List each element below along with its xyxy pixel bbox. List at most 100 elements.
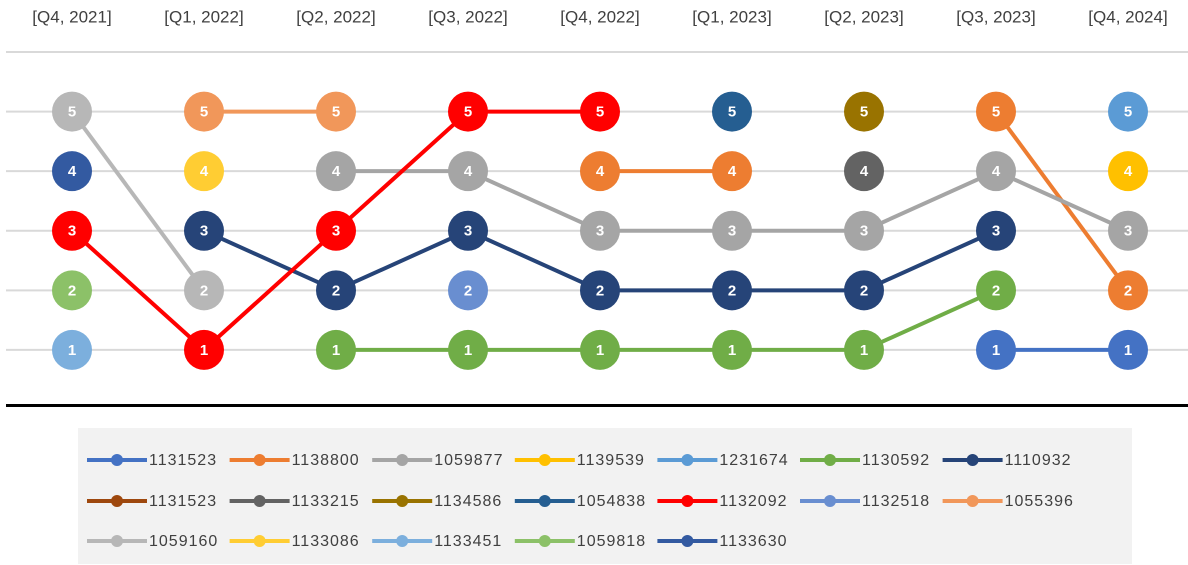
- x-tick-label: [Q4, 2024]: [1088, 7, 1167, 26]
- data-label: 3: [728, 223, 736, 240]
- marker: [1108, 151, 1148, 192]
- x-tick-label: [Q3, 2022]: [428, 7, 507, 26]
- data-label: 5: [860, 104, 868, 121]
- data-label: 4: [200, 163, 209, 180]
- marker: [1108, 329, 1148, 370]
- legend-label: 1133086: [292, 533, 360, 550]
- marker: [712, 91, 752, 132]
- marker: [976, 270, 1016, 311]
- marker: [712, 329, 752, 370]
- marker: [184, 210, 224, 251]
- marker: [976, 151, 1016, 192]
- data-label: 3: [464, 223, 472, 240]
- x-tick-label: [Q2, 2022]: [296, 7, 375, 26]
- data-label: 3: [200, 223, 208, 240]
- data-label: 1: [464, 342, 472, 359]
- data-label: 1: [992, 342, 1000, 359]
- data-label: 5: [200, 104, 208, 121]
- legend-marker: [966, 454, 979, 466]
- marker: [448, 329, 488, 370]
- legend-label: 1133630: [719, 533, 787, 550]
- marker: [316, 270, 356, 311]
- data-label: 1: [200, 342, 208, 359]
- legend-marker: [538, 454, 551, 466]
- marker: [184, 151, 224, 192]
- marker: [844, 151, 884, 192]
- data-label: 2: [992, 282, 1000, 299]
- x-tick-label: [Q1, 2023]: [692, 7, 771, 26]
- data-label: 4: [596, 163, 605, 180]
- marker: [316, 329, 356, 370]
- legend-label: 1132518: [862, 493, 930, 510]
- data-label: 5: [464, 104, 472, 121]
- data-label: 1: [68, 342, 76, 359]
- legend-label: 1133215: [292, 493, 360, 510]
- data-label: 4: [68, 163, 77, 180]
- data-label: 5: [68, 104, 76, 121]
- data-label: 1: [1124, 342, 1132, 359]
- marker: [184, 91, 224, 132]
- legend-marker: [681, 454, 694, 466]
- marker: [580, 329, 620, 370]
- data-label: 4: [728, 163, 737, 180]
- data-label: 1: [596, 342, 604, 359]
- marker: [712, 210, 752, 251]
- marker: [1108, 91, 1148, 132]
- x-tick-label: [Q3, 2023]: [956, 7, 1035, 26]
- marker: [844, 270, 884, 311]
- data-label: 3: [332, 223, 340, 240]
- data-label: 1: [860, 342, 868, 359]
- legend-label: 1139539: [577, 452, 645, 469]
- data-label: 1: [332, 342, 340, 359]
- legend-label: 1134586: [434, 493, 502, 510]
- marker: [976, 329, 1016, 370]
- x-tick-label: [Q1, 2022]: [164, 7, 243, 26]
- legend-label: 1055396: [1005, 493, 1074, 510]
- data-label: 2: [1124, 282, 1132, 299]
- marker: [844, 329, 884, 370]
- legend-label: 1059877: [434, 452, 503, 469]
- marker: [184, 270, 224, 311]
- legend: 1131523 1138800 1059877 1139539 1231674 11305…: [87, 452, 1074, 550]
- data-label: 4: [1124, 163, 1133, 180]
- legend-marker: [538, 495, 551, 507]
- marker: [316, 151, 356, 192]
- data-label: 3: [68, 223, 76, 240]
- marker: [712, 151, 752, 192]
- marker: [448, 91, 488, 132]
- marker: [448, 210, 488, 251]
- data-label: 4: [332, 163, 341, 180]
- data-label: 5: [332, 104, 340, 121]
- points: 1 1 4 4 5 2 4 4 3 3 3 4 3 4 5 1 1 1 1 1 2 3 2 3 2 2 2 3 4 5 5 3 1 3 5 5 2 5 5 5…: [52, 91, 1148, 370]
- marker: [52, 270, 92, 311]
- marker: [976, 210, 1016, 251]
- marker: [1108, 210, 1148, 251]
- legend-label: 1059818: [577, 533, 646, 550]
- categories: [Q4, 2021] [Q1, 2022] [Q2, 2022] [Q3, 2022]…: [32, 7, 1167, 26]
- data-label: 2: [464, 282, 472, 299]
- data-label: 2: [200, 282, 208, 299]
- data-label: 4: [860, 163, 869, 180]
- data-label: 2: [596, 282, 604, 299]
- marker: [580, 151, 620, 192]
- marker: [580, 210, 620, 251]
- legend-marker: [253, 454, 266, 466]
- data-label: 5: [596, 104, 604, 121]
- legend-marker: [681, 535, 694, 547]
- data-label: 5: [992, 104, 1000, 121]
- legend-marker: [253, 535, 266, 547]
- legend-marker: [681, 495, 694, 507]
- marker: [52, 91, 92, 132]
- x-tick-label: [Q4, 2022]: [560, 7, 639, 26]
- x-tick-label: [Q4, 2021]: [32, 7, 111, 26]
- data-label: 2: [728, 282, 736, 299]
- legend-label: 1133451: [434, 533, 502, 550]
- legend-marker: [824, 495, 836, 507]
- marker: [976, 91, 1016, 132]
- legend-marker: [966, 495, 979, 507]
- series-line: [336, 288, 997, 352]
- marker: [52, 151, 92, 192]
- legend-marker: [111, 495, 123, 507]
- marker: [448, 270, 488, 311]
- marker: [580, 270, 620, 311]
